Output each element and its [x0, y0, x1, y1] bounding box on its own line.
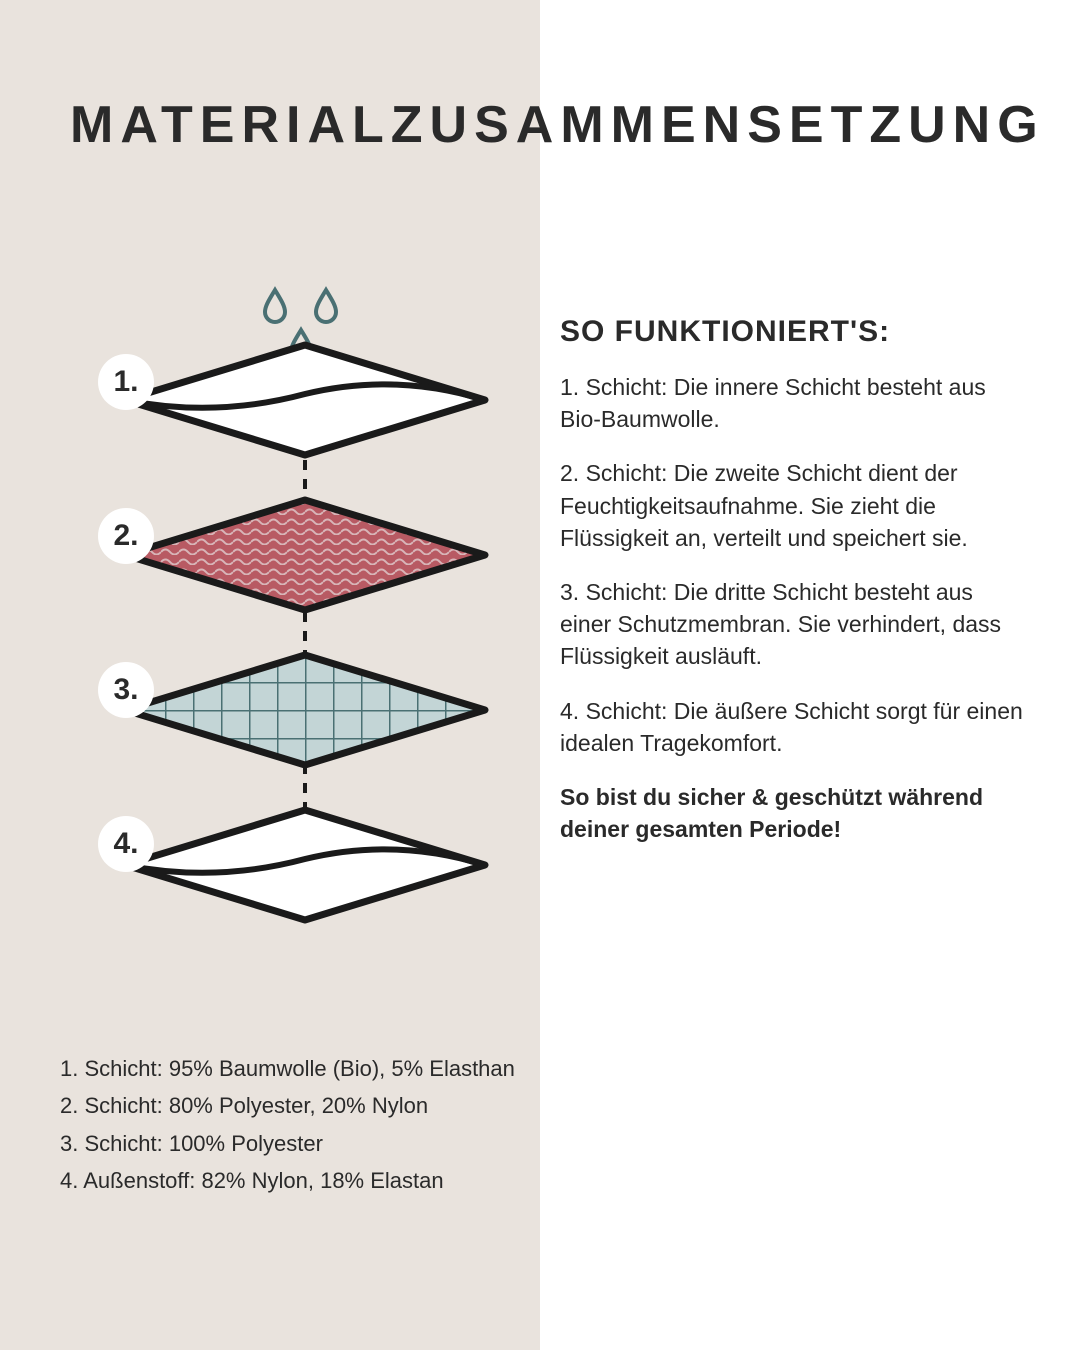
drop-icon — [316, 290, 336, 322]
layer-3-shape — [125, 655, 485, 765]
layer-badge-3: 3. — [98, 662, 154, 718]
how-it-works-closing: So bist du sicher & geschützt während de… — [560, 781, 1030, 845]
layer-4-shape — [125, 810, 485, 920]
layer-badge-2: 2. — [98, 508, 154, 564]
layers-diagram: 1. 2. 3. 4. — [80, 280, 500, 920]
layer-2-shape — [125, 500, 485, 610]
layer-badge-1: 1. — [98, 354, 154, 410]
material-line-3: 3. Schicht: 100% Polyester — [60, 1125, 520, 1162]
material-line-2: 2. Schicht: 80% Polyester, 20% Nylon — [60, 1087, 520, 1124]
drop-icon — [265, 290, 285, 322]
materials-list: 1. Schicht: 95% Baumwolle (Bio), 5% Elas… — [60, 1050, 520, 1200]
page-title: MATERIALZUSAMMENSETZUNG — [70, 95, 1045, 155]
layer-1-shape — [125, 345, 485, 455]
material-line-1: 1. Schicht: 95% Baumwolle (Bio), 5% Elas… — [60, 1050, 520, 1087]
how-it-works-item-1: 1. Schicht: Die innere Schicht besteht a… — [560, 371, 1030, 435]
how-it-works-item-2: 2. Schicht: Die zweite Schicht dient der… — [560, 457, 1030, 554]
layer-badge-4: 4. — [98, 816, 154, 872]
how-it-works-section: SO FUNKTIONIERT'S: 1. Schicht: Die inner… — [560, 315, 1030, 867]
how-it-works-heading: SO FUNKTIONIERT'S: — [560, 315, 1030, 349]
how-it-works-item-4: 4. Schicht: Die äußere Schicht sorgt für… — [560, 695, 1030, 759]
how-it-works-item-3: 3. Schicht: Die dritte Schicht besteht a… — [560, 576, 1030, 673]
material-line-4: 4. Außenstoff: 82% Nylon, 18% Elastan — [60, 1162, 520, 1199]
